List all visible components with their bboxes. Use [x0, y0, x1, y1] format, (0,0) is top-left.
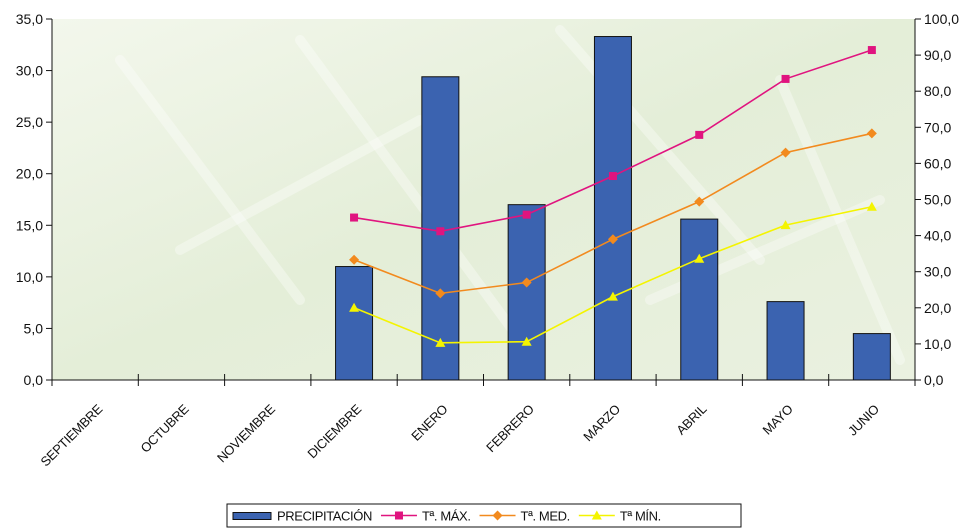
x-tick-label-marzo: MARZO — [580, 401, 623, 444]
plot-texture — [555, 25, 765, 265]
y-right-tick-label: 10,0 — [924, 336, 951, 352]
x-tick-label-junio: JUNIO — [845, 401, 882, 438]
series-3-point — [521, 336, 532, 346]
plot-texture — [115, 55, 305, 305]
plot-texture — [775, 75, 905, 365]
legend-label: Tª. MÁX. — [422, 509, 471, 524]
x-tick-label-septiembre: SEPTIEMBRE — [38, 401, 106, 469]
bar-febrero — [507, 204, 546, 381]
x-tick-label-abril: ABRIL — [673, 401, 709, 437]
bar-mayo — [766, 301, 805, 381]
series-2-point — [435, 288, 446, 299]
x-tick-label-diciembre: DICIEMBRE — [304, 401, 364, 461]
series-2-point — [694, 196, 705, 207]
series-3-point — [607, 291, 618, 301]
legend-swatch-marker — [492, 510, 503, 521]
series-1-point — [522, 210, 531, 219]
y-right-tick-label: 60,0 — [924, 155, 951, 171]
series-2-point — [780, 147, 791, 158]
y-right-tick-label: 90,0 — [924, 47, 951, 63]
series-3-point — [694, 253, 705, 263]
plot-texture — [295, 35, 525, 345]
bar-junio — [852, 333, 891, 381]
legend-label: Tª MÍN. — [620, 509, 661, 524]
x-tick-label-enero: ENERO — [408, 401, 450, 443]
series-2-point — [521, 277, 532, 288]
y-left-tick-label: 10,0 — [16, 269, 43, 285]
y-right-tick-label: 0,0 — [924, 372, 944, 388]
plot-texture — [175, 115, 425, 255]
series-2-point — [349, 254, 360, 265]
legend-swatch-bar — [232, 512, 272, 520]
series-1-point — [695, 130, 704, 139]
series-1-point — [781, 74, 790, 83]
series-1-point — [867, 46, 876, 55]
series-1-point — [608, 172, 617, 181]
series-3-point — [435, 337, 446, 347]
y-right-tick-label: 30,0 — [924, 264, 951, 280]
legend-swatch-marker — [394, 511, 403, 520]
y-left-tick-label: 35,0 — [16, 11, 43, 27]
y-right-tick-label: 50,0 — [924, 192, 951, 208]
y-right-tick-label: 80,0 — [924, 83, 951, 99]
y-right-tick-label: 70,0 — [924, 119, 951, 135]
x-tick-label-octubre: OCTUBRE — [137, 401, 192, 456]
x-tick-label-mayo: MAYO — [760, 401, 796, 437]
series-3-point — [349, 302, 360, 312]
bar-marzo — [593, 36, 632, 381]
bar-diciembre — [335, 266, 374, 381]
x-tick-label-noviembre: NOVIEMBRE — [214, 401, 278, 465]
series-2-point — [607, 234, 618, 245]
y-right-tick-label: 40,0 — [924, 228, 951, 244]
y-right-tick-label: 20,0 — [924, 300, 951, 316]
y-left-tick-label: 5,0 — [24, 320, 44, 336]
x-tick-label-febrero: FEBRERO — [483, 401, 537, 455]
y-left-tick-label: 25,0 — [16, 114, 43, 130]
series-3-point — [780, 220, 791, 230]
series-3-point — [866, 201, 877, 211]
legend-label: PRECIPITACIÓN — [277, 509, 372, 524]
series-1-point — [436, 227, 445, 236]
y-left-tick-label: 15,0 — [16, 217, 43, 233]
series-2-point — [866, 128, 877, 139]
y-left-tick-label: 0,0 — [24, 372, 44, 388]
legend-label: Tª. MED. — [521, 509, 570, 524]
legend-swatch-marker — [591, 510, 602, 520]
y-left-tick-label: 30,0 — [16, 63, 43, 79]
y-left-tick-label: 20,0 — [16, 166, 43, 182]
y-right-tick-label: 100,0 — [924, 11, 959, 27]
bar-abril — [680, 218, 719, 381]
series-1-point — [350, 213, 359, 222]
